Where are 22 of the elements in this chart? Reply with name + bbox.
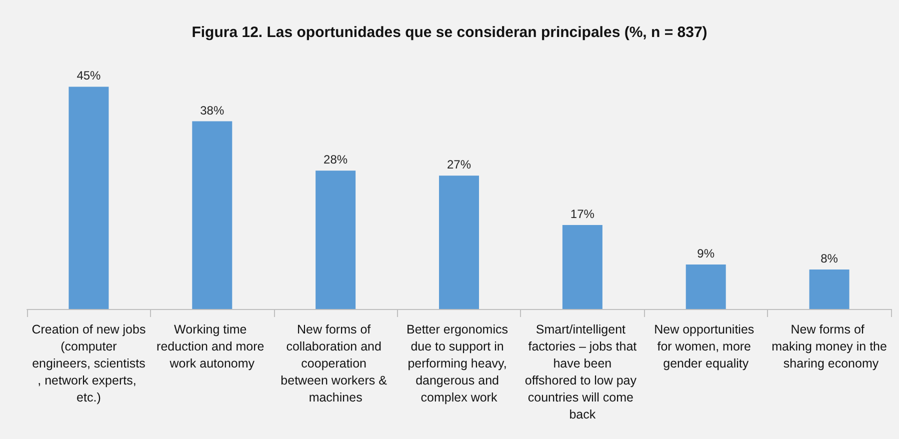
bar [686,264,726,309]
data-label: 28% [324,152,348,167]
bar [809,269,850,309]
x-tick-label: Smart/intelligent factories – jobs that have been offshored to low pay countries will come back [524,322,640,422]
x-tick-label: New opportunities for women, more gender equality [654,322,758,370]
data-label: 9% [697,246,715,261]
bar [192,121,232,309]
x-tick-label: New forms of collaboration and cooperation between workers & machines [280,322,390,404]
bar [68,86,109,309]
x-tick-label: Working time reduction and more work autonomy [156,322,268,370]
bar [562,225,602,309]
chart-title: Figura 12. Las oportunidades que se consideran principales (%, n = 837) [192,24,708,41]
data-label: 45% [76,68,102,83]
data-label: 17% [570,207,595,222]
bar [439,176,479,309]
bar [316,170,356,309]
x-tick-label: New forms of making money in the sharing economy [772,322,887,370]
x-tick-label: Creation of new jobs (computer engineers, scientists, network experts, etc.) [32,322,146,404]
data-label: 38% [200,103,224,118]
x-tick-label: Better ergonomics due to support in performing heavy, dangerous and complex work [406,322,512,404]
data-label: 27% [446,158,472,172]
data-label: 8% [820,251,838,266]
